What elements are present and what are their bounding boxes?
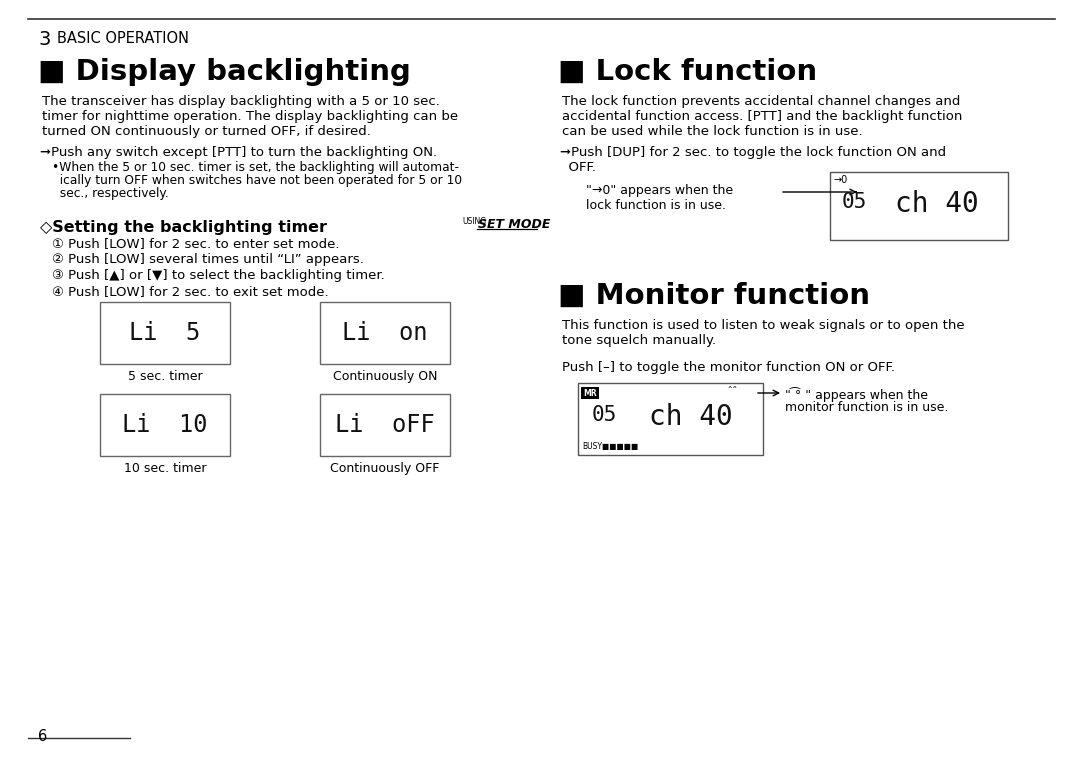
Text: "→0" appears when the: "→0" appears when the [586,184,733,197]
Text: sec., respectively.: sec., respectively. [52,187,168,200]
Text: Continuously OFF: Continuously OFF [330,462,440,475]
Bar [320,302,450,364]
Text: Li  oFF: Li oFF [335,413,435,437]
Text: ■ Display backlighting: ■ Display backlighting [38,58,410,86]
Text: ◇Setting the backlighting timer: ◇Setting the backlighting timer [40,220,327,235]
Text: USING: USING [462,217,486,226]
Text: ch 40: ch 40 [649,403,732,431]
Text: monitor function is in use.: monitor function is in use. [785,401,948,414]
Text: ➞Push [DUP] for 2 sec. to toggle the lock function ON and: ➞Push [DUP] for 2 sec. to toggle the loc… [561,146,946,159]
Text: tone squelch manually.: tone squelch manually. [562,334,716,347]
Text: ① Push [LOW] for 2 sec. to enter set mode.: ① Push [LOW] for 2 sec. to enter set mod… [52,237,339,250]
Text: ② Push [LOW] several times until “LI” appears.: ② Push [LOW] several times until “LI” ap… [52,253,364,266]
Text: →0: →0 [834,175,848,185]
Bar [100,302,230,364]
Text: MR: MR [583,389,597,398]
Text: ch 40: ch 40 [895,190,978,218]
Text: " ͡° " appears when the: " ͡° " appears when the [785,387,928,402]
Text: OFF.: OFF. [561,161,596,174]
Text: ④ Push [LOW] for 2 sec. to exit set mode.: ④ Push [LOW] for 2 sec. to exit set mode… [52,285,328,298]
Text: BUSY■■■■■: BUSY■■■■■ [582,442,638,451]
Text: The lock function prevents accidental channel changes and: The lock function prevents accidental ch… [562,95,960,108]
Text: lock function is in use.: lock function is in use. [586,199,726,212]
Text: SET MODE: SET MODE [478,218,551,231]
Text: 10 sec. timer: 10 sec. timer [124,462,206,475]
Text: 05: 05 [592,405,618,425]
Bar [581,387,599,399]
Text: Li  5: Li 5 [130,321,201,345]
Text: Continuously ON: Continuously ON [333,370,437,383]
Text: •When the 5 or 10 sec. timer is set, the backlighting will automat-: •When the 5 or 10 sec. timer is set, the… [52,161,459,174]
Bar [100,394,230,456]
Text: can be used while the lock function is in use.: can be used while the lock function is i… [562,125,863,138]
Text: 6: 6 [38,729,48,744]
Text: 3: 3 [38,30,51,49]
Text: ■ Monitor function: ■ Monitor function [558,282,870,310]
Text: BASIC OPERATION: BASIC OPERATION [57,31,189,46]
Text: Li  on: Li on [342,321,428,345]
Text: 5 sec. timer: 5 sec. timer [127,370,202,383]
Text: 05: 05 [842,192,867,212]
Bar [320,394,450,456]
Text: Li  10: Li 10 [122,413,207,437]
Bar [578,383,762,455]
Text: ■ Lock function: ■ Lock function [558,58,818,86]
Text: Push [–] to toggle the monitor function ON or OFF.: Push [–] to toggle the monitor function … [562,361,895,374]
Bar [831,172,1008,240]
Text: The transceiver has display backlighting with a 5 or 10 sec.: The transceiver has display backlighting… [42,95,440,108]
Text: ③ Push [▲] or [▼] to select the backlighting timer.: ③ Push [▲] or [▼] to select the backligh… [52,269,384,282]
Text: turned ON continuously or turned OFF, if desired.: turned ON continuously or turned OFF, if… [42,125,370,138]
Text: This function is used to listen to weak signals or to open the: This function is used to listen to weak … [562,319,964,332]
Text: ̂ˆ: ̂ˆ [733,387,739,397]
Text: ically turn OFF when switches have not been operated for 5 or 10: ically turn OFF when switches have not b… [52,174,462,187]
Text: ➞Push any switch except [PTT] to turn the backlighting ON.: ➞Push any switch except [PTT] to turn th… [40,146,437,159]
Text: accidental function access. [PTT] and the backlight function: accidental function access. [PTT] and th… [562,110,962,123]
Text: timer for nighttime operation. The display backlighting can be: timer for nighttime operation. The displ… [42,110,458,123]
